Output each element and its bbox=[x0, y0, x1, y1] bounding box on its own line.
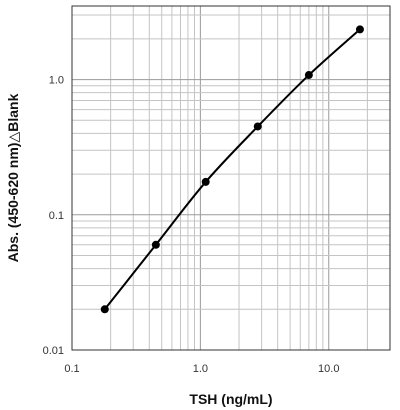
data-point bbox=[253, 122, 262, 131]
data-point bbox=[304, 71, 313, 80]
y-tick-label: 1.0 bbox=[49, 75, 64, 87]
data-point bbox=[201, 177, 210, 186]
y-axis-title-main: Abs. (450-620 nm) bbox=[5, 143, 21, 263]
standard-curve-line bbox=[103, 28, 361, 310]
data-point bbox=[355, 25, 364, 34]
x-tick-labels: 0.1 1.0 10.0 bbox=[64, 363, 339, 375]
data-point bbox=[100, 305, 109, 314]
y-tick-label: 0.1 bbox=[49, 210, 64, 222]
y-axis-title-suffix: Blank bbox=[5, 93, 21, 131]
y-axis-title-delta-symbol: △ bbox=[6, 132, 22, 143]
x-axis-title: TSH (ng/mL) bbox=[189, 391, 272, 407]
y-axis-title: Abs. (450-620 nm)△Blank bbox=[5, 93, 22, 262]
x-tick-label: 0.1 bbox=[64, 363, 79, 375]
y-tick-label: 0.01 bbox=[43, 345, 64, 357]
data-point bbox=[151, 240, 160, 249]
x-tick-label: 10.0 bbox=[318, 363, 339, 375]
plot-frame bbox=[71, 5, 391, 351]
x-tick-label: 1.0 bbox=[193, 363, 208, 375]
series-layer bbox=[100, 25, 364, 314]
y-tick-labels: 0.01 0.1 1.0 bbox=[43, 75, 64, 357]
grid-lines bbox=[71, 6, 391, 351]
